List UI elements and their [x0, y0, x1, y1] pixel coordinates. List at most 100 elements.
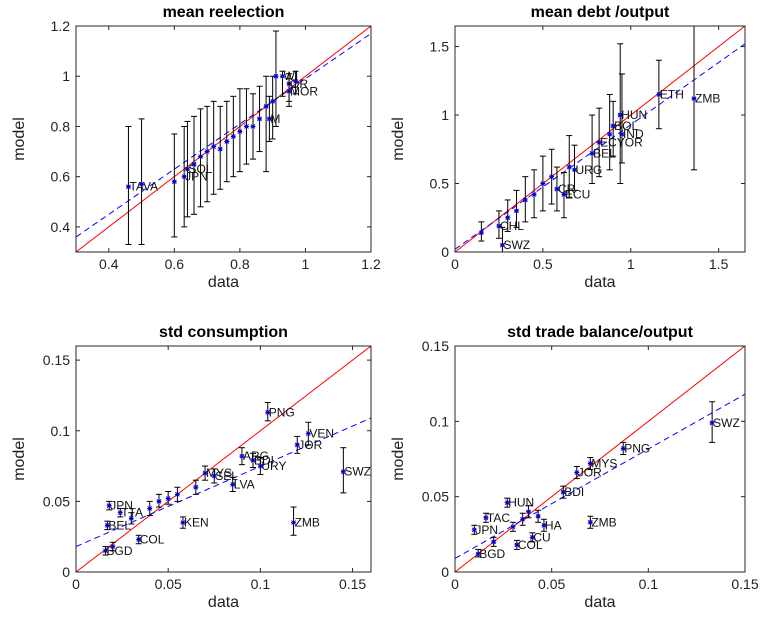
- point-marker: [128, 515, 134, 521]
- point-marker: [572, 167, 578, 173]
- data-point: [197, 108, 204, 208]
- point-marker: [125, 184, 131, 190]
- data-point: COL: [135, 533, 165, 547]
- point-marker: [257, 463, 263, 469]
- data-point: MYS: [587, 457, 617, 471]
- data-point: [548, 148, 555, 205]
- point-marker: [280, 73, 285, 79]
- data-point: [146, 500, 153, 516]
- data-point: ZMB: [691, 26, 720, 171]
- diagonal-line: [76, 26, 371, 252]
- point-marker: [110, 544, 116, 550]
- point-label: TAVA: [129, 180, 158, 194]
- point-label: ZMB: [295, 516, 320, 530]
- y-axis-label: model: [11, 437, 28, 481]
- data-point: JPN: [471, 523, 498, 537]
- x-tick-label: 1: [627, 256, 635, 272]
- y-tick-label: 1: [441, 107, 449, 123]
- point-marker: [709, 420, 715, 426]
- point-marker: [620, 445, 626, 451]
- point-marker: [270, 98, 276, 104]
- point-label: VEN: [309, 427, 334, 441]
- point-marker: [540, 181, 546, 187]
- point-marker: [104, 522, 110, 528]
- point-label: BEL: [108, 518, 131, 532]
- x-tick-label: 0.05: [155, 576, 182, 592]
- point-marker: [656, 91, 662, 97]
- point-marker: [505, 215, 511, 221]
- point-marker: [202, 470, 208, 476]
- data-point: [204, 105, 211, 203]
- data-point: BDI: [560, 485, 584, 499]
- data-point: MOR: [286, 78, 318, 107]
- point-marker: [514, 208, 520, 214]
- point-marker: [491, 539, 497, 545]
- point-label: JPN: [185, 170, 208, 184]
- point-marker: [286, 88, 292, 94]
- point-label: M: [270, 112, 280, 126]
- point-marker: [305, 431, 311, 437]
- data-point: SWZ: [340, 447, 371, 494]
- point-marker: [522, 197, 528, 203]
- data-point: IND: [618, 73, 644, 164]
- x-axis-label: data: [584, 594, 615, 611]
- data-point: SWZ: [499, 226, 530, 252]
- point-label: TAC: [487, 511, 510, 525]
- panel-title: std consumption: [159, 324, 288, 341]
- point-label: ZMB: [695, 92, 720, 106]
- point-marker: [504, 500, 510, 506]
- x-axis-label: data: [208, 274, 239, 291]
- x-tick-label: 0.05: [538, 576, 565, 592]
- data-point: [292, 70, 299, 95]
- point-marker: [531, 191, 537, 197]
- point-label: ZMB: [591, 515, 616, 529]
- data-point: HUN: [617, 43, 647, 185]
- panel-title: std trade balance/output: [507, 324, 693, 341]
- point-label: JPN: [475, 523, 498, 537]
- point-marker: [340, 469, 346, 475]
- point-label: SWZ: [713, 416, 740, 430]
- data-point: PNG: [264, 402, 295, 422]
- point-marker: [617, 112, 623, 118]
- point-marker: [239, 453, 245, 459]
- point-marker: [610, 123, 616, 129]
- point-label: HUN: [508, 496, 534, 510]
- point-marker: [529, 534, 535, 540]
- point-marker: [478, 230, 484, 236]
- data-point: ECU: [560, 172, 590, 219]
- y-tick-label: 1.2: [51, 18, 71, 34]
- x-tick-label: 0.15: [731, 576, 758, 592]
- data-point: BDI: [250, 452, 274, 468]
- y-tick-label: 0: [62, 564, 70, 580]
- x-tick-label: 0: [451, 576, 459, 592]
- point-marker: [237, 128, 243, 134]
- point-label: SWZ: [503, 238, 530, 252]
- diagonal-line: [455, 26, 745, 252]
- panel-std-consumption: BGDJPNBELTTACOLKENMYSSELARGBDILVAURYPNGJ…: [11, 324, 372, 611]
- panel-title: mean debt /output: [531, 4, 670, 21]
- x-axis-label: data: [208, 594, 239, 611]
- x-tick-label: 1.5: [709, 256, 729, 272]
- point-marker: [103, 548, 108, 554]
- point-marker: [230, 481, 236, 487]
- point-marker: [541, 522, 547, 528]
- point-marker: [136, 537, 142, 543]
- data-point: HA: [540, 518, 562, 532]
- point-label: COL: [140, 533, 165, 547]
- x-tick-label: 0.1: [251, 576, 271, 592]
- point-marker: [691, 96, 697, 102]
- data-point: ARG: [238, 447, 269, 466]
- y-tick-label: 0: [441, 244, 449, 260]
- x-axis-label: data: [584, 274, 615, 291]
- data-point: KEN: [179, 516, 209, 530]
- point-label: CHL: [500, 219, 524, 233]
- axes-box: [454, 25, 746, 253]
- point-label: LVA: [234, 477, 255, 491]
- point-marker: [535, 513, 541, 519]
- x-tick-label: 0.8: [230, 256, 250, 272]
- data-point: ZMB: [587, 515, 617, 529]
- data-point: COL: [513, 538, 543, 552]
- y-axis-label: model: [11, 117, 28, 161]
- point-marker: [198, 154, 204, 160]
